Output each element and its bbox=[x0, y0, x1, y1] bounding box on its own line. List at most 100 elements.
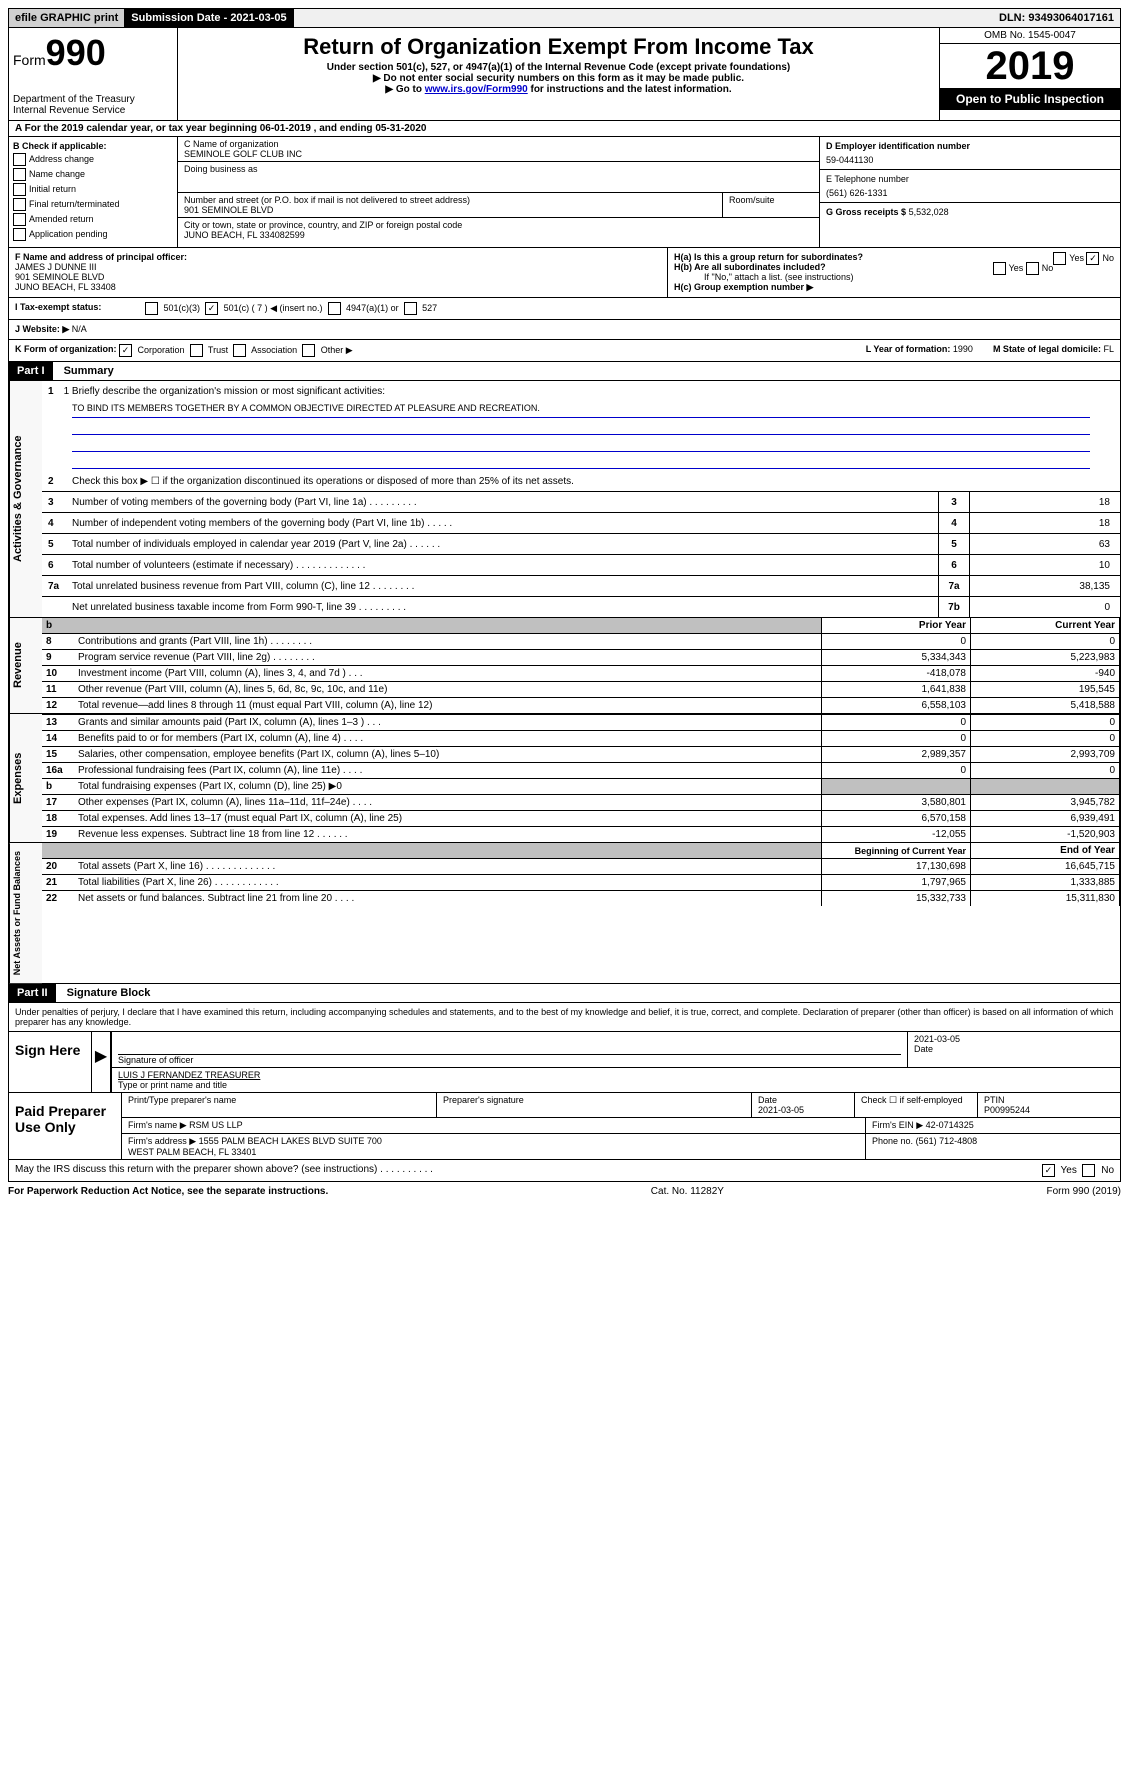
mission-blank-3 bbox=[72, 454, 1090, 469]
col-end-year: End of Year bbox=[971, 843, 1120, 859]
table-row: 11Other revenue (Part VIII, column (A), … bbox=[42, 682, 1120, 698]
sig-officer-label: Signature of officer bbox=[118, 1055, 901, 1065]
table-row: 17Other expenses (Part IX, column (A), l… bbox=[42, 795, 1120, 811]
ptin-value: P00995244 bbox=[984, 1105, 1114, 1115]
table-row: 20Total assets (Part X, line 16) . . . .… bbox=[42, 859, 1120, 875]
part-i-header-row: Part I Summary bbox=[8, 362, 1121, 381]
goto-pre: ▶ Go to bbox=[385, 84, 424, 95]
chk-address[interactable]: Address change bbox=[13, 153, 173, 166]
prep-self-emp[interactable]: Check ☐ if self-employed bbox=[855, 1093, 978, 1117]
dba-label: Doing business as bbox=[184, 164, 813, 174]
col-begin-year: Beginning of Current Year bbox=[822, 843, 971, 859]
year-formation-label: L Year of formation: bbox=[866, 344, 951, 354]
preparer-label: Paid Preparer Use Only bbox=[9, 1093, 122, 1159]
officer-addr2: JUNO BEACH, FL 33408 bbox=[15, 282, 661, 292]
box-d: D Employer identification number 59-0441… bbox=[819, 137, 1120, 247]
expenses-table: 13Grants and similar amounts paid (Part … bbox=[42, 714, 1120, 842]
table-row: 21Total liabilities (Part X, line 26) . … bbox=[42, 875, 1120, 891]
table-row: bTotal fundraising expenses (Part IX, co… bbox=[42, 779, 1120, 795]
firm-name-label: Firm's name ▶ bbox=[128, 1120, 187, 1130]
goto-link-line: ▶ Go to www.irs.gov/Form990 for instruct… bbox=[182, 84, 935, 95]
chk-pending[interactable]: Application pending bbox=[13, 228, 173, 241]
city-state-zip: JUNO BEACH, FL 334082599 bbox=[184, 230, 813, 240]
chk-501c[interactable]: 501(c) ( 7 ) ◀ (insert no.) bbox=[205, 302, 322, 315]
year-formation: 1990 bbox=[953, 344, 973, 354]
efile-label[interactable]: efile GRAPHIC print bbox=[9, 9, 125, 27]
box-c: C Name of organization SEMINOLE GOLF CLU… bbox=[178, 137, 819, 247]
ptin-label: PTIN bbox=[984, 1095, 1114, 1105]
discuss-no[interactable]: No bbox=[1082, 1164, 1114, 1177]
side-label-net: Net Assets or Fund Balances bbox=[9, 843, 42, 983]
table-row: 12Total revenue—add lines 8 through 11 (… bbox=[42, 698, 1120, 714]
chk-corp[interactable]: Corporation bbox=[119, 344, 185, 357]
org-name-label: C Name of organization bbox=[184, 139, 813, 149]
domicile-label: M State of legal domicile: bbox=[993, 344, 1101, 354]
gross-value: 5,532,028 bbox=[909, 207, 949, 217]
officer-signature-line[interactable] bbox=[118, 1034, 901, 1055]
officer-label: F Name and address of principal officer: bbox=[15, 252, 661, 262]
gov-line: 3Number of voting members of the governi… bbox=[42, 491, 1120, 512]
form-header: Form990 Department of the Treasury Inter… bbox=[8, 28, 1121, 121]
domicile: FL bbox=[1103, 344, 1114, 354]
chk-initial[interactable]: Initial return bbox=[13, 183, 173, 196]
part-ii-badge: Part II bbox=[9, 984, 56, 1002]
part-i-badge: Part I bbox=[9, 362, 53, 380]
omb-number: OMB No. 1545-0047 bbox=[940, 28, 1120, 44]
prep-date: 2021-03-05 bbox=[758, 1105, 848, 1115]
side-label-exp: Expenses bbox=[9, 714, 42, 842]
chk-name[interactable]: Name change bbox=[13, 168, 173, 181]
chk-trust[interactable]: Trust bbox=[190, 344, 229, 357]
form-org-label: K Form of organization: bbox=[15, 344, 117, 357]
chk-4947[interactable]: 4947(a)(1) or bbox=[328, 302, 399, 315]
table-row: 8Contributions and grants (Part VIII, li… bbox=[42, 634, 1120, 650]
col-current-year: Current Year bbox=[971, 618, 1120, 634]
part-i-title: Summary bbox=[56, 362, 122, 380]
chk-527[interactable]: 527 bbox=[404, 302, 438, 315]
footer-cat: Cat. No. 11282Y bbox=[651, 1186, 724, 1197]
chk-amended[interactable]: Amended return bbox=[13, 213, 173, 226]
chk-501c3[interactable]: 501(c)(3) bbox=[145, 302, 200, 315]
sign-date: 2021-03-05 bbox=[914, 1034, 1114, 1044]
mission-blank-1 bbox=[72, 420, 1090, 435]
ein-label: D Employer identification number bbox=[826, 141, 1114, 151]
net-assets-table: Beginning of Current Year End of Year 20… bbox=[42, 843, 1120, 906]
chk-assoc[interactable]: Association bbox=[233, 344, 297, 357]
phone-value: (561) 626-1331 bbox=[826, 188, 1114, 198]
website-label: J Website: ▶ bbox=[15, 324, 69, 334]
side-label-gov: Activities & Governance bbox=[9, 381, 42, 617]
chk-final[interactable]: Final return/terminated bbox=[13, 198, 173, 211]
discuss-yes[interactable]: Yes bbox=[1042, 1164, 1077, 1177]
firm-ein-label: Firm's EIN ▶ bbox=[872, 1120, 923, 1130]
addr-label: Number and street (or P.O. box if mail i… bbox=[184, 195, 722, 205]
chk-other[interactable]: Other ▶ bbox=[302, 344, 352, 357]
table-row: 10Investment income (Part VIII, column (… bbox=[42, 666, 1120, 682]
table-row: 14Benefits paid to or for members (Part … bbox=[42, 731, 1120, 747]
gov-line: 7aTotal unrelated business revenue from … bbox=[42, 575, 1120, 596]
prep-print-label: Print/Type preparer's name bbox=[122, 1093, 437, 1117]
room-label: Room/suite bbox=[729, 195, 775, 205]
form-title: Return of Organization Exempt From Incom… bbox=[182, 34, 935, 60]
perjury-statement: Under penalties of perjury, I declare th… bbox=[8, 1003, 1121, 1032]
page-footer: For Paperwork Reduction Act Notice, see … bbox=[8, 1182, 1121, 1201]
phone-label: E Telephone number bbox=[826, 174, 1114, 184]
part-ii-title: Signature Block bbox=[59, 984, 159, 1002]
officer-print-name: LUIS J FERNANDEZ TREASURER bbox=[118, 1070, 1114, 1080]
footer-form: Form 990 (2019) bbox=[1047, 1186, 1121, 1197]
sign-arrow-icon: ▶ bbox=[92, 1032, 112, 1092]
ein-value: 59-0441130 bbox=[826, 155, 1114, 165]
row-f-h: F Name and address of principal officer:… bbox=[8, 248, 1121, 298]
gov-line: Net unrelated business taxable income fr… bbox=[42, 596, 1120, 617]
city-label: City or town, state or province, country… bbox=[184, 220, 813, 230]
ha-line: H(a) Is this a group return for subordin… bbox=[674, 252, 1114, 262]
table-row: 18Total expenses. Add lines 13–17 (must … bbox=[42, 811, 1120, 827]
prep-sig-label: Preparer's signature bbox=[437, 1093, 752, 1117]
section-revenue: Revenue b Prior Year Current Year 8Contr… bbox=[8, 618, 1121, 714]
firm-phone: (561) 712-4808 bbox=[916, 1136, 978, 1146]
sign-here-label: Sign Here bbox=[9, 1032, 92, 1092]
irs-link[interactable]: www.irs.gov/Form990 bbox=[425, 84, 528, 95]
form-number: Form990 bbox=[13, 32, 173, 74]
hb-line: H(b) Are all subordinates included? Yes … bbox=[674, 262, 1114, 272]
hc-line: H(c) Group exemption number ▶ bbox=[674, 282, 1114, 293]
mission-label: 1 Briefly describe the organization's mi… bbox=[64, 386, 386, 397]
org-name: SEMINOLE GOLF CLUB INC bbox=[184, 149, 813, 159]
